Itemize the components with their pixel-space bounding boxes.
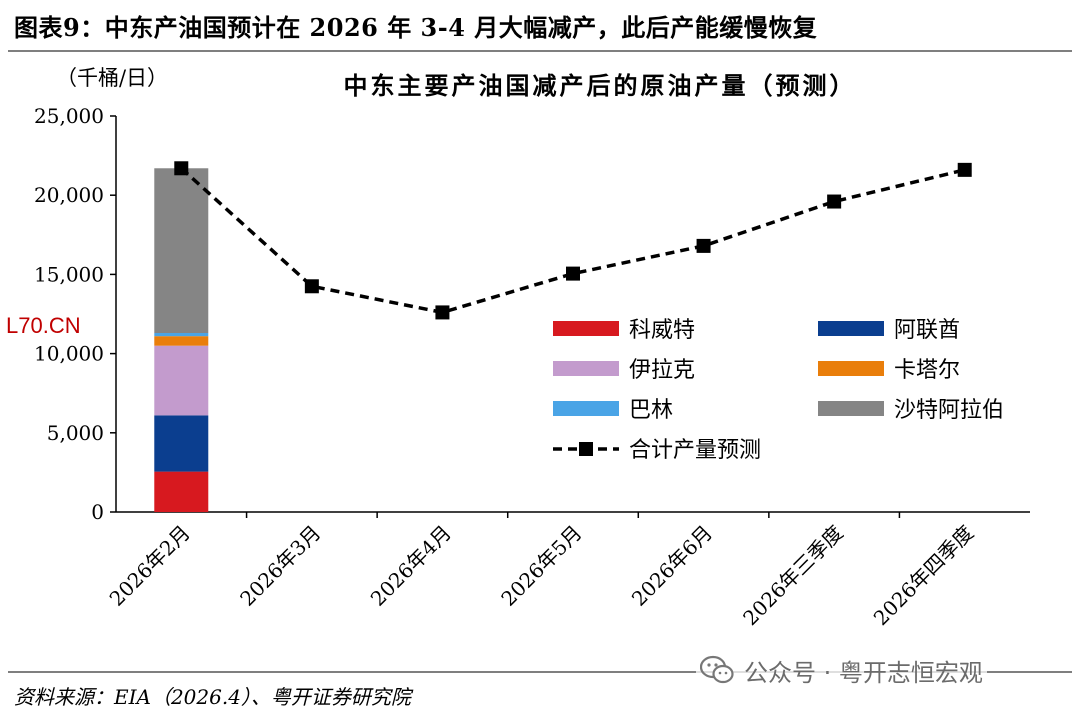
legend-label: 沙特阿拉伯 [894,398,1004,423]
overlay-label: L70.CN [6,313,81,338]
forecast-point [827,194,842,209]
legend-label: 阿联酋 [894,318,960,343]
legend-label: 伊拉克 [629,358,695,383]
legend-swatch-saudi [818,401,884,416]
forecast-point [957,162,972,177]
y-tick-label: 10,000 [34,342,104,366]
y-tick-label: 5,000 [47,421,104,445]
legend-swatch-iraq [553,361,619,376]
watermark-text: 公众号 · 粤开志恒宏观 [744,658,983,687]
y-tick-label: 0 [91,500,104,524]
y-tick-label: 15,000 [34,262,104,286]
legend-swatch-qatar [818,361,884,376]
figure-title: 图表9：中东产油国预计在 2026 年 3-4 月大幅减产，此后产能缓慢恢复 [14,13,818,42]
source-note: 资料来源：EIA（2026.4）、粤开证券研究院 [14,685,411,709]
x-tick-label: 2026年3月 [235,521,325,611]
x-tick-label: 2026年四季度 [869,521,979,631]
x-tick-label: 2026年6月 [627,521,717,611]
bar-segment-kuwait [154,471,209,512]
y-axis-label: （千桶/日） [56,66,168,90]
y-tick-label: 25,000 [34,104,104,128]
forecast-line-group [174,161,972,320]
chart: 中东主要产油国减产后的原油产量（预测） （千桶/日） 0 5,000 10,000 1… [34,66,1030,631]
x-tick-label: 2026年5月 [496,521,586,611]
chart-title: 中东主要产油国减产后的原油产量（预测） [344,71,857,100]
y-tick-label: 20,000 [34,183,104,207]
forecast-line [180,166,966,315]
wechat-icon [700,655,734,684]
bar-segment-iraq [154,345,209,416]
watermark: 公众号 · 粤开志恒宏观 [696,650,987,690]
top-rule [8,50,1072,52]
forecast-point [304,279,319,294]
x-tick-label: 2026年2月 [105,521,195,611]
forecast-point [174,161,189,176]
forecast-point [566,266,580,281]
stacked-bar-group [154,168,209,512]
legend-line-marker [579,442,593,456]
legend-swatch-kuwait [553,321,619,336]
x-tick-label: 2026年4月 [366,521,456,611]
legend-label: 卡塔尔 [894,358,960,383]
legend-label: 合计产量预测 [629,438,761,463]
legend-swatch-uae [818,321,884,336]
bar-segment-saudi [154,168,209,334]
legend-label: 科威特 [629,318,695,343]
legend-swatch-bahrain [553,401,619,416]
bar-segment-qatar [154,336,209,346]
legend-label: 巴林 [629,398,673,423]
bottom-rule [8,671,1072,673]
x-tick-label: 2026年三季度 [738,521,848,631]
forecast-point [696,238,711,253]
forecast-point [435,305,450,320]
bar-segment-bahrain [154,333,209,337]
bar-segment-uae [154,415,209,472]
